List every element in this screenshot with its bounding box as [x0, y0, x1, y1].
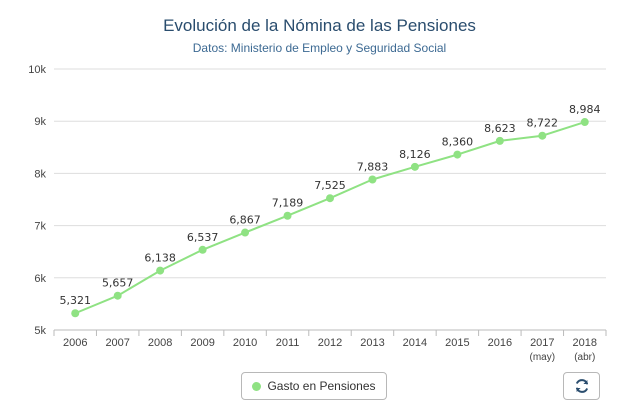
legend-marker [252, 381, 262, 391]
x-tick-label: 2017 [530, 337, 554, 349]
data-label: 6,537 [187, 231, 219, 244]
data-point [580, 118, 589, 127]
data-label: 8,722 [527, 117, 559, 130]
y-tick-label: 10k [28, 64, 46, 76]
y-tick-label: 7k [34, 221, 46, 233]
data-point [326, 194, 334, 203]
data-point [368, 175, 377, 184]
data-label: 5,657 [102, 277, 134, 290]
legend-item-gasto-en-pensiones[interactable]: Gasto en Pensiones [241, 372, 387, 400]
x-tick-label: (abr) [574, 352, 595, 363]
chart-title: Evolución de la Nómina de las Pensiones [163, 16, 476, 35]
data-label: 7,189 [272, 197, 304, 210]
x-tick-label: 2015 [445, 337, 469, 349]
data-point [495, 136, 504, 145]
data-point [156, 266, 165, 275]
x-tick-label: 2008 [148, 337, 172, 349]
data-label: 8,126 [399, 148, 431, 161]
data-label: 7,883 [357, 161, 389, 174]
data-point [71, 309, 80, 318]
data-point [113, 291, 122, 300]
data-label: 7,525 [314, 179, 346, 192]
x-tick-label: 2006 [63, 337, 87, 349]
x-tick-label: 2018 [573, 337, 597, 349]
x-tick-label: 2013 [360, 337, 384, 349]
data-point [241, 228, 250, 237]
x-tick-label: 2016 [488, 337, 512, 349]
data-point [198, 245, 207, 254]
data-label: 8,984 [569, 103, 601, 116]
x-tick-label: 2011 [276, 337, 300, 349]
x-tick-label: 2007 [105, 337, 129, 349]
x-tick-label: 2010 [233, 337, 257, 349]
chart-subtitle: Datos: Ministerio de Empleo y Seguridad … [192, 41, 447, 55]
y-tick-label: 9k [34, 116, 46, 128]
refresh-button[interactable] [563, 372, 600, 400]
y-tick-label: 8k [34, 168, 46, 180]
data-point [453, 150, 462, 159]
series-line [74, 121, 586, 315]
data-label: 5,321 [59, 294, 91, 307]
data-label: 8,623 [484, 122, 516, 135]
y-tick-label: 6k [34, 273, 46, 285]
data-point [283, 211, 292, 220]
data-label: 8,360 [442, 136, 474, 149]
refresh-icon [575, 379, 588, 393]
legend-label: Gasto en Pensiones [267, 379, 376, 393]
data-point [538, 131, 547, 140]
x-tick-label: 2014 [403, 337, 427, 349]
x-tick-label: (may) [530, 352, 556, 363]
x-tick-label: 2009 [190, 337, 214, 349]
x-tick-label: 2012 [318, 337, 342, 349]
data-label: 6,138 [144, 252, 176, 265]
y-tick-label: 5k [34, 325, 46, 337]
data-label: 6,867 [229, 214, 261, 227]
data-point [410, 162, 419, 171]
